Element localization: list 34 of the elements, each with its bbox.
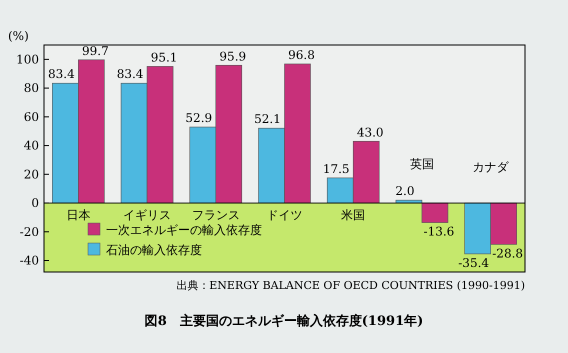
text: 図8 主要国のエネルギー輸入依存度(1991年) [144,313,424,329]
data-label: -28.8 [492,246,524,260]
data-label: -35.4 [458,256,490,270]
x-tick-label: 英国 [410,157,434,172]
data-label: 99.7 [82,44,109,58]
y-tick-label: -20 [20,224,39,239]
data-label: 96.8 [288,48,315,62]
data-label: 17.5 [322,162,350,176]
y-tick-label: 60 [24,110,39,124]
data-label: 95.1 [150,50,178,64]
legend-label: 石油の輸入依存度 [106,243,202,258]
x-tick-label: イギリス [123,208,172,222]
y-tick-label: 40 [24,138,39,153]
data-label: 52.9 [185,111,212,126]
data-label: 43.0 [356,125,384,140]
data-label: 2.0 [395,184,414,198]
x-tick-label: フランス [192,208,240,222]
x-tick-label: 日本 [66,208,90,222]
x-tick-label: 米国 [341,208,366,222]
x-tick-label: ドイツ [266,208,302,222]
source-note: 出典：ENERGY BALANCE OF OECD COUNTRIES (1990-1991) [176,279,525,292]
data-label: 83.4 [48,67,76,82]
data-label: 83.4 [116,67,144,82]
y-axis-title: (%) [8,29,29,43]
y-tick-label: 0 [31,196,39,210]
data-label: 95.9 [219,49,246,64]
data-label: 52.1 [254,112,281,126]
legend-label: 一次エネルギーの輸入依存度 [106,223,262,238]
x-tick-label: カナダ [472,160,510,174]
y-tick-label: -40 [20,254,39,268]
y-tick-label: 20 [24,167,39,182]
y-tick-label: 100 [16,52,39,66]
data-label: -13.6 [424,224,454,239]
y-tick-label: 80 [24,81,39,96]
